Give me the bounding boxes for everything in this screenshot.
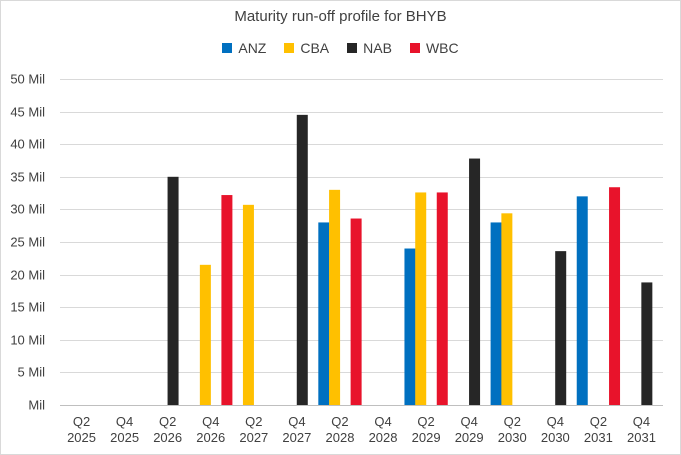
x-tick-label: 2029 bbox=[412, 430, 441, 445]
bar-nab bbox=[555, 251, 567, 405]
bar-wbc bbox=[221, 195, 233, 405]
x-tick-label: 2031 bbox=[627, 430, 656, 445]
bar-nab bbox=[641, 282, 653, 405]
legend-item-nab: NAB bbox=[347, 40, 392, 56]
y-tick-label: 35 Mil bbox=[10, 170, 45, 185]
x-tick-label: Q2 bbox=[504, 414, 521, 429]
bar-wbc bbox=[436, 192, 448, 405]
y-tick-label: 50 Mil bbox=[10, 72, 45, 87]
bar-cba bbox=[501, 213, 513, 405]
chart-title: Maturity run-off profile for BHYB bbox=[234, 8, 447, 25]
x-tick-label: 2027 bbox=[239, 430, 268, 445]
x-tick-label: 2030 bbox=[498, 430, 527, 445]
x-tick-label: Q4 bbox=[116, 414, 133, 429]
legend-swatch-nab bbox=[347, 43, 358, 53]
legend: ANZ CBA NAB WBC bbox=[0, 40, 681, 56]
y-tick-label: 20 Mil bbox=[10, 268, 45, 283]
legend-swatch-wbc bbox=[409, 43, 420, 53]
legend-item-cba: CBA bbox=[284, 40, 329, 56]
y-tick-label: Mil bbox=[28, 398, 45, 413]
x-tick-label: 2026 bbox=[153, 430, 182, 445]
legend-label-anz: ANZ bbox=[238, 40, 267, 56]
bar-nab bbox=[469, 158, 481, 405]
bar-wbc bbox=[609, 187, 621, 405]
legend-label-nab: NAB bbox=[363, 40, 392, 56]
x-tick-label: Q4 bbox=[461, 414, 478, 429]
x-tick-label: Q4 bbox=[202, 414, 219, 429]
x-tick-label: Q4 bbox=[374, 414, 391, 429]
y-tick-label: 30 Mil bbox=[10, 202, 45, 217]
y-tick-label: 15 Mil bbox=[10, 300, 45, 315]
y-tick-label: 5 Mil bbox=[18, 365, 46, 380]
x-tick-label: 2026 bbox=[196, 430, 225, 445]
legend-swatch-cba bbox=[284, 43, 295, 53]
bar-anz bbox=[490, 222, 502, 405]
bar-cba bbox=[329, 189, 341, 405]
x-tick-label: Q4 bbox=[288, 414, 305, 429]
x-tick-label: 2030 bbox=[541, 430, 570, 445]
x-tick-label: 2028 bbox=[369, 430, 398, 445]
legend-item-anz: ANZ bbox=[222, 40, 266, 56]
x-tick-label: 2029 bbox=[455, 430, 484, 445]
x-tick-label: Q4 bbox=[547, 414, 564, 429]
x-tick-label: 2027 bbox=[282, 430, 311, 445]
bar-cba bbox=[199, 264, 211, 405]
x-tick-label: Q4 bbox=[633, 414, 650, 429]
x-tick-label: Q2 bbox=[73, 414, 90, 429]
x-tick-label: Q2 bbox=[331, 414, 348, 429]
x-tick-label: 2025 bbox=[67, 430, 96, 445]
bar-wbc bbox=[350, 218, 362, 405]
legend-item-wbc: WBC bbox=[409, 40, 459, 56]
legend-swatch-anz bbox=[222, 43, 233, 53]
x-tick-label: Q2 bbox=[159, 414, 176, 429]
bar-anz bbox=[318, 222, 330, 405]
y-tick-label: 10 Mil bbox=[10, 333, 45, 348]
x-tick-label: Q2 bbox=[590, 414, 607, 429]
y-tick-label: 45 Mil bbox=[10, 105, 45, 120]
x-tick-label: Q2 bbox=[245, 414, 262, 429]
y-tick-label: 25 Mil bbox=[10, 235, 45, 250]
x-tick-label: Q2 bbox=[417, 414, 434, 429]
bar-cba bbox=[242, 204, 254, 405]
bar-anz bbox=[576, 196, 588, 405]
bar-anz bbox=[404, 248, 416, 405]
y-tick-label: 40 Mil bbox=[10, 137, 45, 152]
legend-label-cba: CBA bbox=[300, 40, 330, 56]
legend-label-wbc: WBC bbox=[425, 40, 459, 56]
x-tick-label: 2031 bbox=[584, 430, 613, 445]
bar-nab bbox=[296, 114, 308, 406]
x-tick-label: 2028 bbox=[326, 430, 355, 445]
bar-nab bbox=[167, 176, 179, 405]
bar-cba bbox=[415, 192, 427, 405]
x-tick-label: 2025 bbox=[110, 430, 139, 445]
